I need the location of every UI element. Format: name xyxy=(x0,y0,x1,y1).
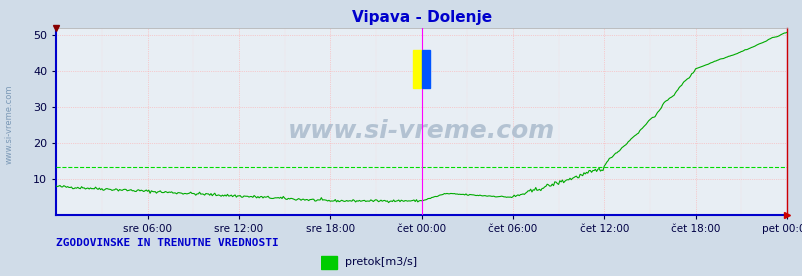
Bar xyxy=(421,50,430,88)
Bar xyxy=(321,256,337,269)
Text: www.si-vreme.com: www.si-vreme.com xyxy=(288,119,554,143)
Text: www.si-vreme.com: www.si-vreme.com xyxy=(5,84,14,164)
Text: ZGODOVINSKE IN TRENUTNE VREDNOSTI: ZGODOVINSKE IN TRENUTNE VREDNOSTI xyxy=(56,238,278,248)
Title: Vipava - Dolenje: Vipava - Dolenje xyxy=(351,10,491,25)
Bar xyxy=(412,50,421,88)
Text: pretok[m3/s]: pretok[m3/s] xyxy=(345,257,417,267)
